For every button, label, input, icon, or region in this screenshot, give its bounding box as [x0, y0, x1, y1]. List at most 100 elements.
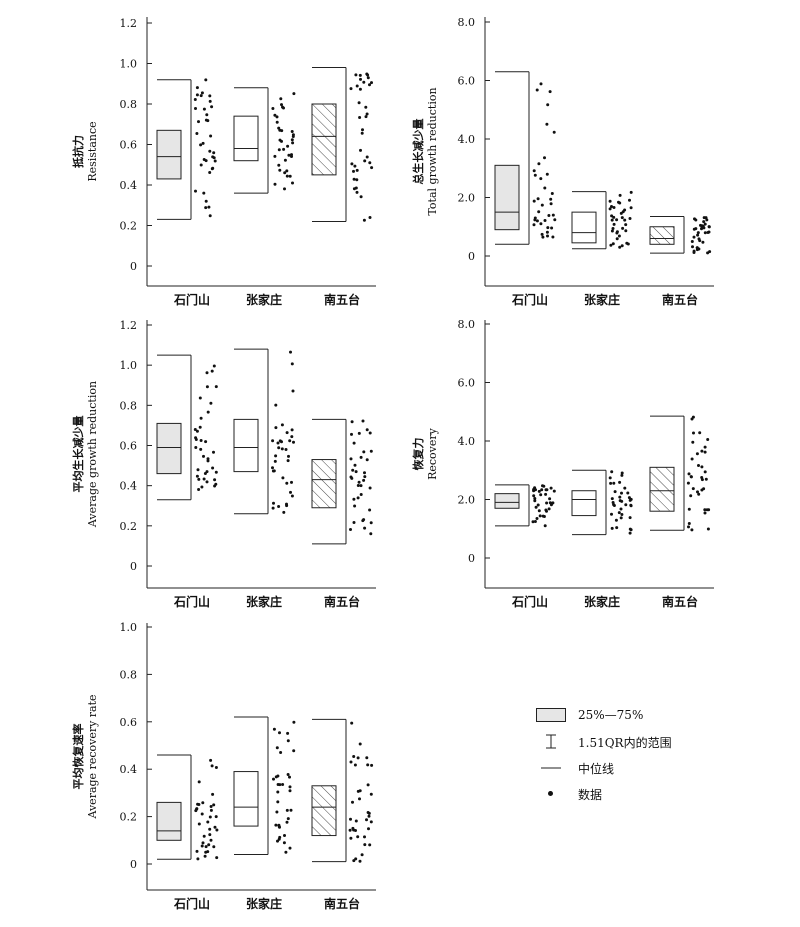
- data-point: [288, 174, 292, 178]
- data-point: [608, 476, 612, 480]
- data-point: [273, 113, 277, 117]
- panel-recovery: 0 2.0 4.0 6.0 8.0 恢复力Recovery 石门山 张家庄 南五台: [411, 318, 714, 609]
- data-point: [276, 783, 280, 786]
- data-point: [200, 91, 204, 95]
- data-point: [209, 805, 213, 808]
- legend-whisker-label: 1.51QR内的范围: [578, 736, 672, 750]
- data-point: [205, 480, 209, 484]
- data-point: [548, 90, 552, 94]
- data-point: [194, 107, 197, 110]
- data-point: [703, 222, 707, 226]
- box-1: [156, 78, 217, 220]
- data-point: [202, 834, 206, 838]
- data-point: [204, 78, 208, 82]
- data-point: [543, 219, 547, 222]
- box-2: [571, 190, 633, 250]
- data-point: [194, 189, 197, 193]
- y-tick-label: 2.0: [458, 192, 476, 205]
- data-point: [286, 817, 290, 821]
- data-point: [365, 818, 368, 822]
- data-point: [197, 488, 201, 491]
- data-point: [369, 820, 373, 824]
- data-point: [195, 474, 199, 478]
- data-point: [703, 508, 707, 512]
- data-point: [536, 197, 540, 201]
- data-point: [205, 470, 209, 474]
- data-point: [610, 218, 614, 222]
- box-1: [494, 484, 556, 528]
- data-point: [351, 800, 354, 804]
- data-point: [531, 520, 535, 524]
- data-point: [202, 107, 206, 111]
- data-point: [368, 486, 372, 490]
- data-point: [277, 505, 281, 508]
- data-point: [283, 171, 287, 175]
- data-point: [532, 169, 536, 173]
- data-point: [290, 480, 293, 484]
- data-point: [350, 721, 354, 725]
- data-point: [272, 727, 276, 731]
- data-point: [214, 815, 218, 819]
- y-axis-label-en: Recovery: [426, 427, 439, 480]
- data-point: [543, 156, 546, 160]
- data-point: [204, 440, 208, 444]
- data-point: [285, 820, 289, 824]
- y-tick-label: 1.0: [120, 621, 138, 634]
- data-point: [610, 512, 613, 516]
- x-category-label: 石门山: [173, 896, 210, 911]
- data-point: [700, 465, 704, 469]
- data-point: [363, 471, 366, 475]
- data-point: [352, 177, 356, 181]
- data-point: [354, 470, 358, 474]
- data-point: [706, 231, 710, 234]
- x-category-label: 张家庄: [584, 292, 620, 307]
- data-point: [696, 231, 700, 235]
- data-point: [545, 230, 549, 234]
- data-point: [271, 506, 275, 510]
- data-point: [610, 205, 613, 208]
- data-point: [369, 449, 373, 453]
- data-point: [365, 458, 369, 462]
- box-2: [233, 716, 296, 856]
- data-point: [197, 120, 200, 124]
- data-point: [215, 828, 219, 832]
- data-point: [618, 495, 622, 499]
- data-point: [290, 494, 294, 498]
- data-point: [353, 504, 357, 508]
- y-tick-label: 4.0: [458, 435, 476, 448]
- data-point: [358, 742, 362, 746]
- y-axis-label: 总生长减少量Total growth reduction: [411, 87, 439, 215]
- data-point: [628, 527, 632, 531]
- data-point: [352, 521, 356, 524]
- data-point: [360, 131, 364, 135]
- data-point: [355, 178, 359, 182]
- data-point: [707, 225, 711, 229]
- data-point: [288, 846, 292, 850]
- data-point: [352, 497, 356, 501]
- data-point: [278, 168, 282, 172]
- iqr-box: [156, 801, 182, 841]
- y-axis-label-cn: 平均生长减少量: [71, 416, 85, 493]
- data-point: [698, 431, 702, 435]
- data-point: [541, 514, 545, 518]
- data-point: [697, 464, 700, 467]
- data-point: [354, 829, 357, 832]
- data-point: [363, 843, 367, 847]
- data-point: [552, 489, 556, 493]
- data-point: [359, 195, 363, 199]
- x-category-label: 石门山: [173, 292, 210, 307]
- y-tick-label: 0.2: [120, 520, 138, 533]
- data-point: [617, 511, 621, 515]
- data-point: [359, 455, 363, 459]
- data-point: [621, 226, 625, 230]
- data-point: [364, 115, 368, 119]
- data-point: [368, 508, 372, 512]
- y-tick-label: 0: [468, 250, 475, 263]
- data-point: [609, 243, 613, 247]
- data-point: [690, 240, 694, 243]
- iqr-box: [233, 771, 259, 827]
- data-point: [358, 789, 362, 793]
- data-point: [692, 235, 696, 239]
- data-point: [291, 181, 294, 185]
- data-point: [624, 223, 628, 227]
